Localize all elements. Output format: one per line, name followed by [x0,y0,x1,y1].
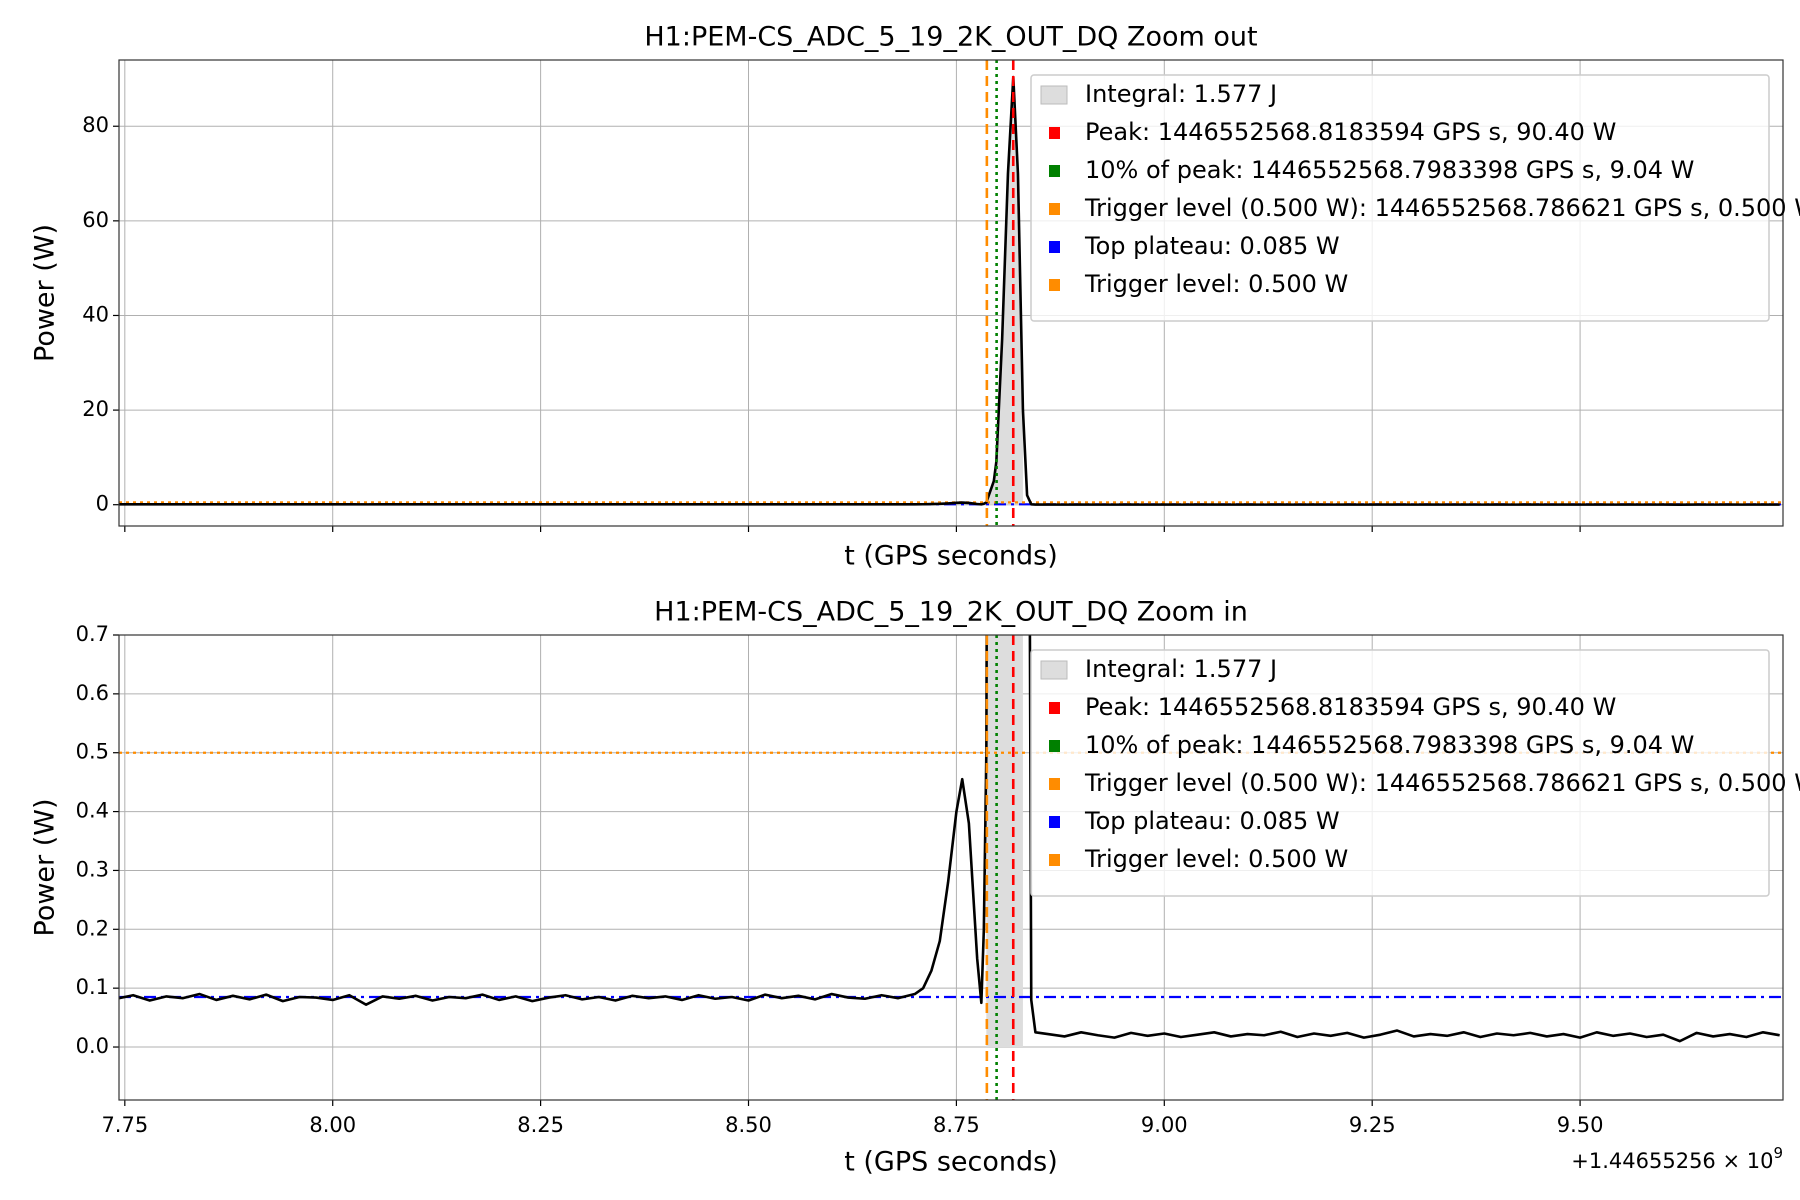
offset-text: +1.44655256 × 10 [1571,1149,1773,1173]
legend-box [1030,649,1770,897]
y-tick-label: 0.2 [76,916,109,940]
legend-label: Integral: 1.577 J [1085,655,1277,683]
x-tick-label: 9.00 [1141,1113,1188,1137]
legend-swatch [1049,702,1060,714]
legend-swatch [1049,816,1060,828]
y-tick-label: 0.5 [76,740,109,764]
x-tick-label: 7.75 [101,1113,148,1137]
y-tick-label: 20 [82,397,109,421]
legend-swatch [1049,203,1060,215]
axes-frame [118,59,1784,527]
y-tick-label: 40 [82,302,109,326]
legend-swatch [1049,127,1060,139]
legend-swatch [1049,279,1060,291]
legend-swatch [1049,740,1060,752]
signal-line [119,75,1780,506]
y-axis-label: Power (W) [30,224,61,362]
legend-label: Peak: 1446552568.8183594 GPS s, 90.40 W [1085,693,1616,721]
legend-swatch [1040,85,1068,105]
x-tick-label: 9.50 [1557,1113,1604,1137]
offset-label: +1.44655256 × 109 [1571,1144,1783,1174]
legend-swatch [1049,854,1060,866]
legend-label: 10% of peak: 1446552568.7983398 GPS s, 9… [1085,731,1694,759]
legend-label: Trigger level: 0.500 W [1084,270,1348,298]
y-tick-label: 0.3 [76,857,109,881]
y-tick-label: 0.6 [76,681,109,705]
legend-label: Integral: 1.577 J [1085,80,1277,108]
chart-title: H1:PEM-CS_ADC_5_19_2K_OUT_DQ Zoom out [644,22,1257,53]
legend-label: Peak: 1446552568.8183594 GPS s, 90.40 W [1085,118,1616,146]
legend: Integral: 1.577 J Peak: 1446552568.818359… [1030,649,1800,897]
legend-label: Top plateau: 0.085 W [1084,232,1340,260]
legend: Integral: 1.577 J Peak: 1446552568.818359… [1030,74,1800,322]
y-tick-label: 0.4 [76,799,109,823]
y-tick-label: 60 [82,208,109,232]
legend-label: 10% of peak: 1446552568.7983398 GPS s, 9… [1085,156,1694,184]
legend-label: Trigger level (0.500 W): 1446552568.7866… [1084,194,1800,222]
legend-swatch [1049,241,1060,253]
y-tick-label: 0.1 [76,975,109,999]
x-tick-label: 8.25 [517,1113,564,1137]
signal-line [119,635,1780,1043]
plot-content [119,60,1783,526]
x-axis-label: t (GPS seconds) [844,1147,1058,1178]
legend-swatch [1049,165,1060,177]
legend-label: Trigger level (0.500 W): 1446552568.7866… [1084,769,1800,797]
x-tick-label: 8.75 [933,1113,980,1137]
offset-exponent: 9 [1773,1144,1783,1162]
x-tick-label: 8.00 [309,1113,356,1137]
legend-swatch [1049,778,1060,790]
y-tick-label: 80 [82,113,109,137]
y-tick-label: 0.7 [76,622,109,646]
y-tick-label: 0.0 [76,1034,109,1058]
legend-box [1030,74,1770,322]
y-axis-label: Power (W) [30,799,61,937]
legend-swatch [1040,660,1068,680]
axes-frame [118,634,1784,1101]
x-tick-label: 9.25 [1349,1113,1396,1137]
x-tick-label: 8.50 [725,1113,772,1137]
chart-title: H1:PEM-CS_ADC_5_19_2K_OUT_DQ Zoom in [654,597,1248,628]
legend-label: Top plateau: 0.085 W [1084,807,1340,835]
legend-label: Trigger level: 0.500 W [1084,845,1348,873]
x-axis-label: t (GPS seconds) [844,541,1058,572]
y-tick-label: 0 [96,492,109,516]
